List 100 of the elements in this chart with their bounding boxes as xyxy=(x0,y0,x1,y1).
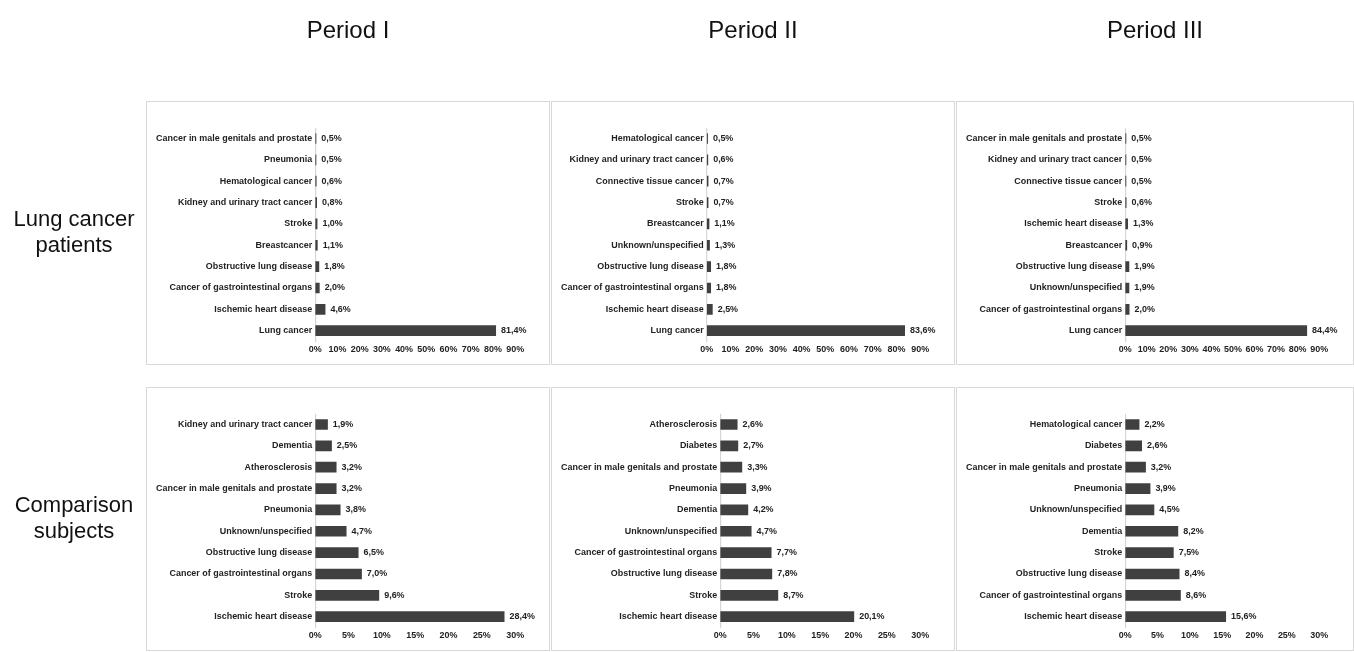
x-tick-label: 50% xyxy=(417,344,436,355)
bar xyxy=(315,525,347,537)
bar xyxy=(720,611,855,623)
y-tick-label: Pneumonia xyxy=(263,154,314,165)
bar xyxy=(1125,440,1143,452)
x-tick-label: 80% xyxy=(887,344,906,355)
data-label: 0,7% xyxy=(713,175,734,186)
y-tick-label: Hematological cancer xyxy=(219,175,313,186)
bar xyxy=(1125,325,1308,337)
y-axis-title: Lung cancer patients xyxy=(12,206,136,258)
y-tick-label: Obstructive lung disease xyxy=(205,261,313,272)
data-label: 2,6% xyxy=(742,418,763,429)
x-tick-label: 70% xyxy=(1267,344,1286,355)
bar xyxy=(706,304,713,315)
x-tick-label: 15% xyxy=(406,630,425,641)
y-tick-label: Kidney and urinary tract cancer xyxy=(177,418,313,429)
bar xyxy=(315,325,497,337)
x-tick-label: 5% xyxy=(342,630,356,641)
x-tick-label: 90% xyxy=(506,344,525,355)
data-label: 1,8% xyxy=(324,261,345,272)
y-tick-label: Cancer of gastrointestinal organs xyxy=(169,568,313,579)
bar xyxy=(315,611,505,623)
data-label: 8,4% xyxy=(1184,568,1205,579)
bar xyxy=(1125,419,1140,430)
x-tick-label: 30% xyxy=(1180,344,1199,355)
data-label: 2,6% xyxy=(1146,440,1168,451)
y-tick-label: Ischemic heart disease xyxy=(214,611,313,622)
y-tick-label: Dementia xyxy=(676,504,719,515)
x-tick-label: 20% xyxy=(439,630,458,641)
x-tick-label: 10% xyxy=(328,344,347,355)
data-label: 1,8% xyxy=(716,282,737,293)
x-tick-label: 20% xyxy=(1159,344,1178,355)
x-tick-label: 0% xyxy=(308,630,322,641)
data-label: 84,4% xyxy=(1312,325,1338,336)
x-tick-label: 70% xyxy=(863,344,882,355)
data-label: 2,0% xyxy=(324,282,346,293)
bar xyxy=(315,504,341,516)
x-tick-label: 10% xyxy=(1180,630,1199,641)
data-label: 4,5% xyxy=(1159,504,1180,515)
y-tick-label: Connective tissue cancer xyxy=(1014,175,1123,186)
bar xyxy=(720,440,739,452)
data-label: 8,6% xyxy=(1185,589,1207,600)
bar xyxy=(315,461,337,473)
y-tick-label: Kidney and urinary tract cancer xyxy=(569,154,705,165)
y-tick-label: Unknown/unspecified xyxy=(611,239,704,250)
y-tick-label: Cancer of gastrointestinal organs xyxy=(979,589,1123,600)
y-tick-label: Stroke xyxy=(284,589,313,600)
x-tick-label: 0% xyxy=(700,344,714,355)
y-tick-label: Hematological cancer xyxy=(1029,418,1123,429)
data-label: 0,7% xyxy=(713,197,734,208)
y-tick-label: Lung cancer xyxy=(259,325,313,336)
data-label: 7,8% xyxy=(777,568,798,579)
data-label: 0,5% xyxy=(321,154,342,165)
y-tick-label: Breastcancer xyxy=(647,218,705,229)
y-tick-label: Atherosclerosis xyxy=(649,418,718,429)
data-label: 1,0% xyxy=(322,218,343,229)
y-tick-label: Breastcancer xyxy=(1065,239,1123,250)
data-label: 83,6% xyxy=(909,325,936,336)
x-tick-label: 10% xyxy=(1137,344,1156,355)
bar xyxy=(315,440,332,452)
y-tick-label: Obstructive lung disease xyxy=(610,568,718,579)
y-tick-label: Unknown/unspecified xyxy=(1029,282,1123,293)
x-tick-label: 50% xyxy=(816,344,835,355)
y-tick-label: Pneumonia xyxy=(1073,483,1124,494)
y-tick-label: Stroke xyxy=(284,218,313,229)
y-tick-label: Pneumonia xyxy=(668,483,719,494)
y-tick-label: Dementia xyxy=(1081,525,1124,536)
data-label: 2,2% xyxy=(1144,418,1165,429)
x-tick-label: 30% xyxy=(768,344,787,355)
x-tick-label: 60% xyxy=(1245,344,1264,355)
y-tick-label: Cancer of gastrointestinal organs xyxy=(574,547,718,558)
y-tick-label: Connective tissue cancer xyxy=(595,175,705,186)
bar xyxy=(706,261,712,272)
y-tick-label: Pneumonia xyxy=(263,504,314,515)
data-label: 2,7% xyxy=(743,440,764,451)
y-tick-label: Cancer of gastrointestinal organs xyxy=(979,303,1123,314)
data-label: 1,9% xyxy=(1134,261,1155,272)
x-tick-label: 0% xyxy=(1118,344,1132,355)
bar xyxy=(1125,304,1130,315)
y-tick-label: Lung cancer xyxy=(650,325,705,336)
chart-title: Period III xyxy=(1105,16,1204,44)
x-tick-label: 60% xyxy=(840,344,859,355)
y-tick-label: Cancer of gastrointestinal organs xyxy=(169,282,313,293)
x-tick-label: 50% xyxy=(1224,344,1242,355)
x-tick-label: 80% xyxy=(483,344,502,355)
bar xyxy=(720,483,747,494)
y-tick-label: Hematological cancer xyxy=(611,132,705,143)
x-tick-label: 90% xyxy=(911,344,930,355)
data-label: 28,4% xyxy=(509,611,535,622)
bar xyxy=(720,419,738,430)
y-tick-label: Kidney and urinary tract cancer xyxy=(987,154,1123,165)
data-label: 3,9% xyxy=(1155,483,1176,494)
data-label: 81,4% xyxy=(501,325,527,336)
data-label: 1,9% xyxy=(332,418,354,429)
data-label: 4,7% xyxy=(756,525,777,536)
bar xyxy=(720,568,773,580)
y-tick-label: Ischemic heart disease xyxy=(619,611,718,622)
x-tick-label: 90% xyxy=(1310,344,1329,355)
data-label: 2,5% xyxy=(717,303,739,314)
x-tick-label: 5% xyxy=(1151,630,1165,641)
